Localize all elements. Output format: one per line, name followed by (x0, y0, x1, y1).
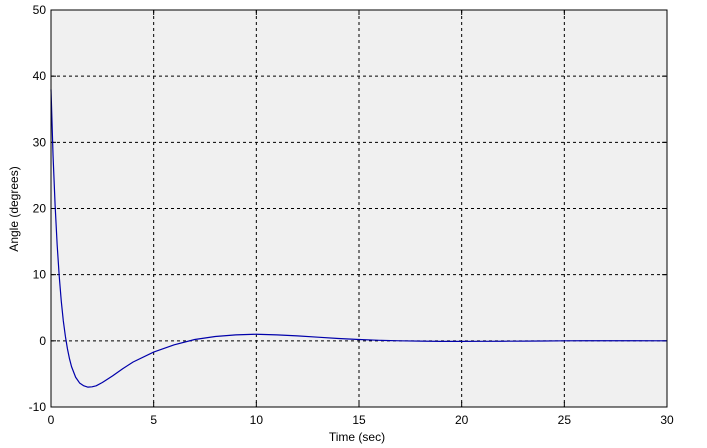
y-tick-label: 30 (33, 135, 47, 149)
x-tick-label: 10 (250, 413, 264, 427)
x-tick-label: 5 (150, 413, 157, 427)
y-tick-label: 20 (33, 202, 47, 216)
y-tick-label: 10 (33, 268, 47, 282)
x-axis-label: Time (sec) (329, 430, 385, 444)
y-tick-labels: -10 0 10 20 30 40 50 (29, 3, 47, 414)
x-tick-label: 0 (48, 413, 55, 427)
x-tick-label: 25 (558, 413, 572, 427)
y-axis-label: Angle (degrees) (7, 166, 21, 251)
y-tick-label: -10 (29, 400, 47, 414)
grid (51, 10, 667, 407)
y-tick-label: 0 (39, 334, 46, 348)
y-tick-label: 40 (33, 69, 47, 83)
x-tick-label: 15 (352, 413, 366, 427)
x-tick-labels: 0 5 10 15 20 25 30 (48, 413, 674, 427)
plot-frame (50, 9, 668, 408)
series-line (50, 89, 668, 388)
series-group (50, 89, 668, 388)
x-tick-label: 30 (660, 413, 674, 427)
y-tick-label: 50 (33, 3, 47, 17)
x-tick-label: 20 (455, 413, 469, 427)
